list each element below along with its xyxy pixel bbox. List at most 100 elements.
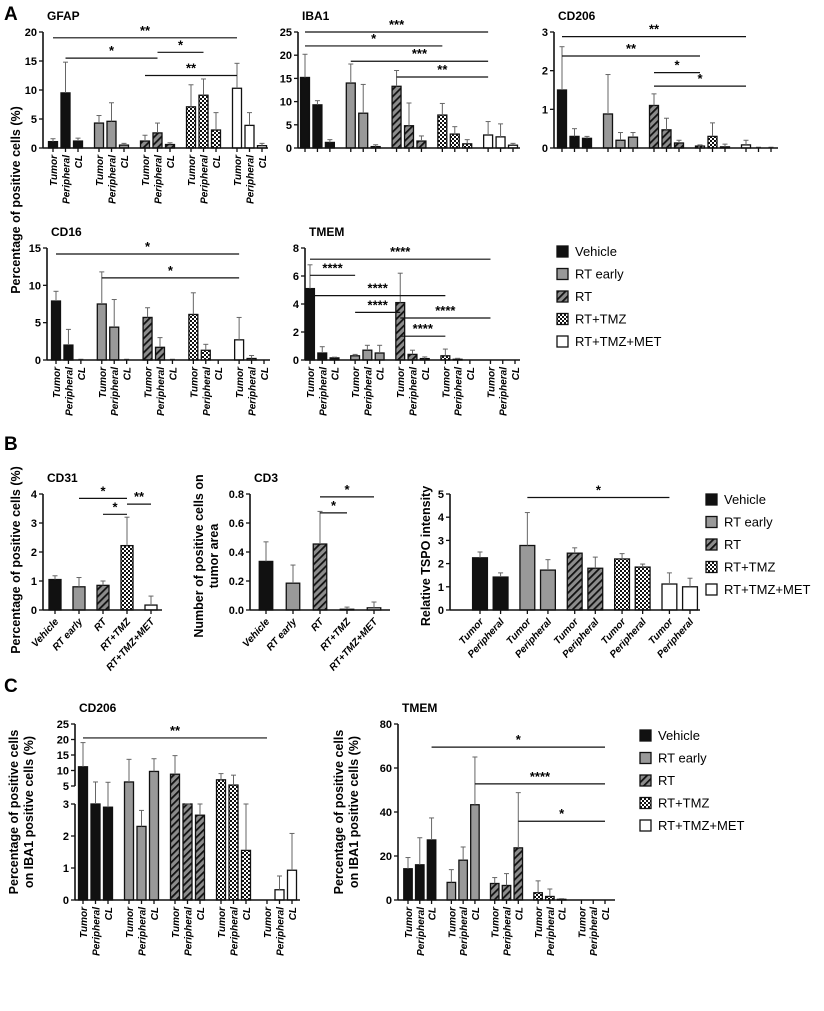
x-tick-label: CL [166,155,177,168]
x-tick-label: Peripheral [318,367,329,416]
bar-hatch [587,567,604,611]
legend-swatch-white [556,335,569,348]
bar-white [681,586,699,611]
bar-black [299,76,311,149]
y-tick-label: 2 [31,547,37,559]
y-tick-label: 1 [63,863,69,875]
bar-checker [437,114,448,149]
legend-swatch-checker [705,560,718,574]
bar-hatch [182,803,193,901]
chart-title: CD3 [254,471,278,485]
x-tick-label: RT [309,616,327,634]
y-tick-label: 0 [542,143,548,155]
bar-white [495,136,506,149]
x-tick-label: Tumor [235,366,246,398]
chart-title: CD206 [79,701,117,715]
x-tick-label: Tumor [534,906,545,938]
bar-checker [210,129,222,149]
bar-black [403,868,413,901]
x-tick-label: CL [260,367,271,380]
x-tick-label: Tumor [351,366,362,398]
y-tick-label: 2 [438,559,444,571]
y-tick-label: 0 [31,143,37,155]
legend-swatch-gray [705,515,718,529]
legend-label: RT early [658,751,707,766]
bar-black [72,140,84,149]
bar-gray [602,113,614,149]
bar-hatch [513,847,524,901]
bar-white [274,889,285,901]
x-tick-label: Tumor [125,906,136,938]
bar-black [48,578,62,611]
legend-a: Vehicle RT early RT RT+TMZ RT+TMZ+MET [556,244,661,349]
legend-swatch-hatch [556,290,569,303]
significance-label: ** [626,41,637,56]
y-tick-label: 20 [280,50,292,62]
significance-label: * [516,732,522,747]
x-tick-label: Peripheral [499,367,510,416]
y-tick-label: 3 [438,535,444,547]
y-tick-label: 0 [63,895,69,907]
bar-hatch [169,773,181,901]
panel-label-b: B [4,434,18,455]
legend-label: RT+TMZ+MET [724,582,810,597]
x-tick-label: CL [242,907,253,920]
significance-label: * [371,31,377,46]
y-tick-label: 0 [286,143,292,155]
legend-label: RT [658,773,675,788]
y-tick-label: 5 [286,120,292,132]
y-tick-label: 4 [293,299,300,311]
legend-label: RT+TMZ [575,312,626,327]
x-tick-label: RT+TMZ+MET [328,616,381,673]
x-tick-label: CL [466,367,477,380]
x-tick-label: Tumor [49,154,60,186]
legend-swatch-black [556,245,569,258]
x-tick-label: Peripheral [200,155,211,204]
x-tick-label: Tumor [404,906,415,938]
bar-checker [120,544,134,611]
bar-checker [634,566,651,611]
y-tick-label: 15 [57,750,69,762]
bar-checker [449,133,460,149]
bar-hatch [403,125,415,149]
bar-checker [198,94,209,149]
x-tick-label: CL [168,367,179,380]
bar-hatch [391,85,402,149]
significance-label: * [145,239,151,254]
significance-label: *** [389,17,405,32]
bar-checker [228,784,239,901]
y-tick-label: 1 [31,576,37,588]
y-tick-label: 40 [380,807,392,819]
y-tick-label: 4 [31,489,38,501]
bar-white [482,134,494,149]
bar-white [286,869,298,901]
bar-hatch [407,353,418,361]
y-tick-label: 2 [542,66,548,78]
x-tick-label: Peripheral [503,907,514,956]
y-axis-label-cd31: Percentage of positive cells (%) [9,466,23,654]
bar-black [471,557,489,611]
x-tick-label: Peripheral [589,907,600,956]
x-tick-label: Peripheral [248,367,259,416]
bar-gray [136,825,147,901]
chart-title: TMEM [309,225,344,239]
x-tick-label: Peripheral [416,907,427,956]
chart-title: GFAP [47,9,80,23]
significance-label: * [109,43,115,58]
bar-hatch [501,884,512,901]
bar-checker [707,135,718,149]
bar-hatch [395,301,406,361]
y-tick-label: 0.6 [229,518,244,530]
x-tick-label: Peripheral [138,907,149,956]
significance-label: * [697,71,703,86]
legend-swatch-hatch [705,538,718,551]
chart-tspo: TumorPeripheralTumorPeripheralTumorPerip… [438,482,700,660]
x-tick-label: Peripheral [108,155,119,204]
y-axis-label-cd206c-line2: on IBA1 positive cells (%) [22,736,36,888]
y-tick-label: 5 [438,489,444,501]
bar-gray [93,122,105,149]
legend-label: RT+TMZ+MET [575,334,661,349]
